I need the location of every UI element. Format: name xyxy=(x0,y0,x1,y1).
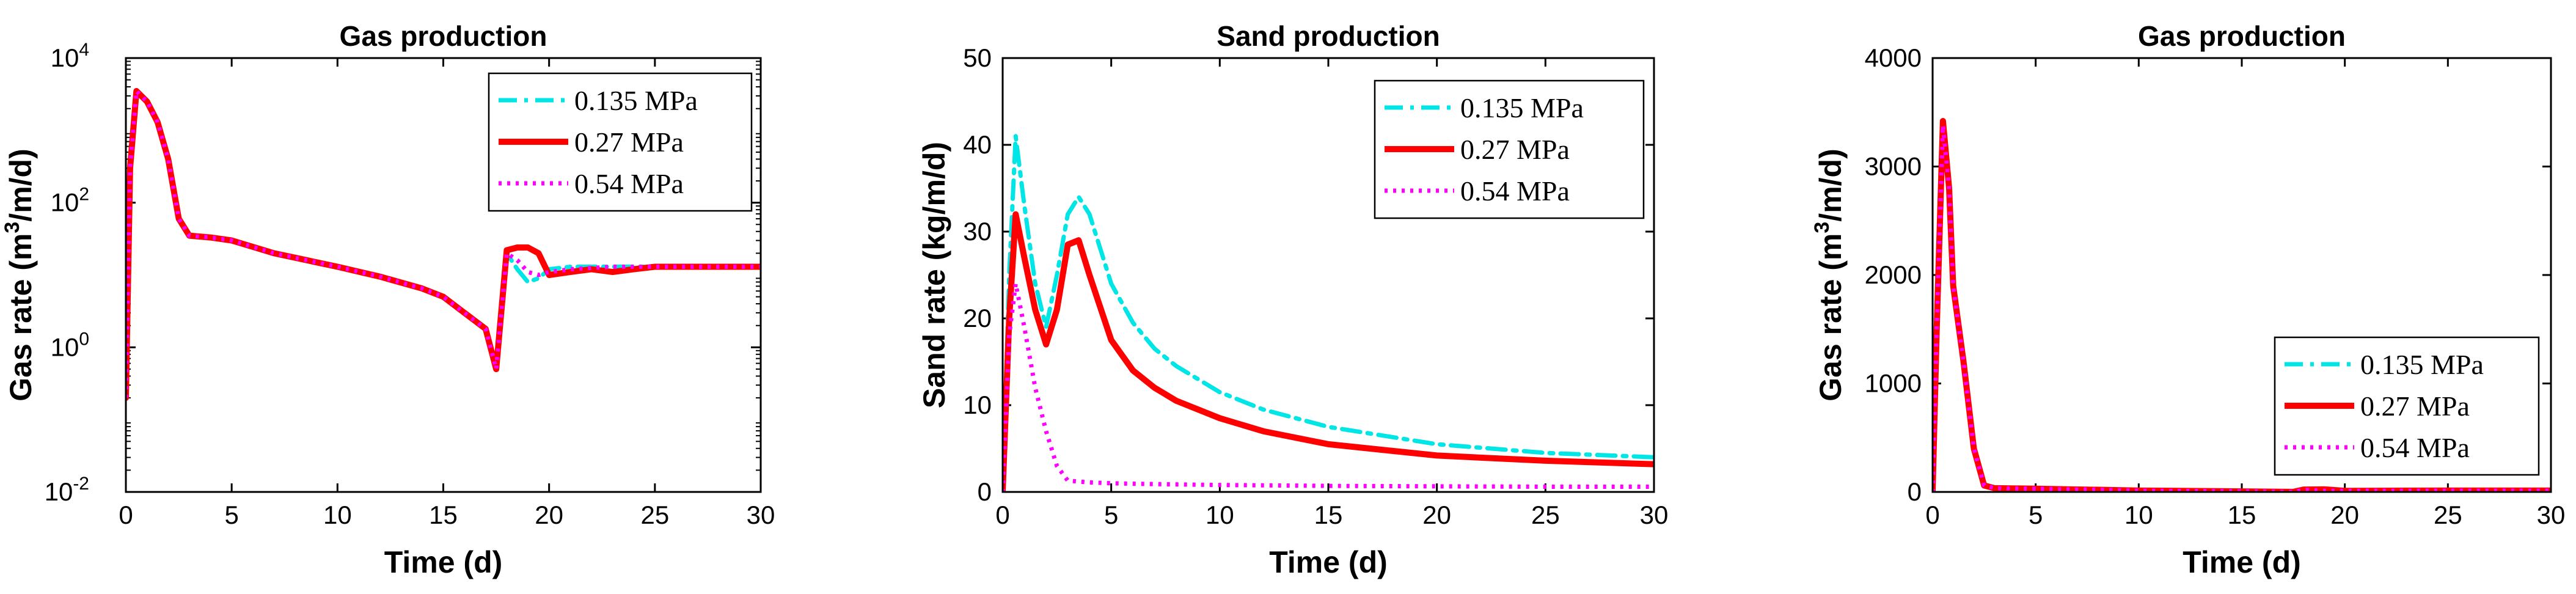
y-tick-label: 100 xyxy=(51,329,89,361)
series-line-0-27-MPa xyxy=(1933,118,2551,492)
x-tick-label: 5 xyxy=(2029,501,2043,529)
chart-panel-3: Gas production 0 5 10 15 20 25 30 0 1000 2000 3000 4… xyxy=(1810,20,2565,579)
x-axis-label: Time (d) xyxy=(1269,545,1388,579)
y-tick-label: 0 xyxy=(1908,477,1922,506)
y-tick-label: 3000 xyxy=(1865,152,1922,181)
x-tick-label: 0 xyxy=(995,501,1009,529)
legend-label: 0.54 MPa xyxy=(2360,432,2470,463)
x-tick-label: 30 xyxy=(1640,501,1669,529)
axes-box xyxy=(1931,57,2552,493)
x-tick-label: 0 xyxy=(1925,501,1939,529)
x-tick-label: 5 xyxy=(224,501,238,529)
legend-label: 0.54 MPa xyxy=(574,168,684,199)
legend-label: 0.54 MPa xyxy=(1460,175,1570,207)
y-axis-label: Gas rate (m3/m/d) xyxy=(1,148,38,401)
y-tick-label: 10-2 xyxy=(45,474,89,506)
legend-label: 0.135 MPa xyxy=(2360,349,2484,380)
x-tick-label: 10 xyxy=(2124,501,2153,529)
x-tick-label: 30 xyxy=(747,501,775,529)
chart-title: Sand production xyxy=(1217,20,1440,52)
series-group xyxy=(1933,118,2551,492)
y-tick-label: 40 xyxy=(963,130,992,159)
x-tick-label: 25 xyxy=(2434,501,2462,529)
x-tick-label: 20 xyxy=(1422,501,1451,529)
legend: 0.135 MPa 0.27 MPa 0.54 MPa xyxy=(2274,336,2540,476)
series-line-0-54-MPa xyxy=(1933,123,2551,492)
y-tick-label: 102 xyxy=(51,185,89,217)
series-line-0-27-MPa xyxy=(1003,211,1654,492)
y-tick-label: 4000 xyxy=(1865,43,1922,72)
legend-label: 0.27 MPa xyxy=(574,127,684,158)
y-tick-label: 10 xyxy=(963,391,992,419)
legend-label: 0.27 MPa xyxy=(1460,134,1570,165)
x-tick-label: 30 xyxy=(2537,501,2566,529)
y-tick-label: 104 xyxy=(51,40,89,72)
x-axis-label: Time (d) xyxy=(384,545,503,579)
x-tick-label: 15 xyxy=(429,501,458,529)
legend-label: 0.27 MPa xyxy=(2360,391,2470,422)
x-tick-label: 5 xyxy=(1104,501,1118,529)
legend-label: 0.135 MPa xyxy=(574,85,698,116)
legend: 0.135 MPa 0.27 MPa 0.54 MPa xyxy=(488,72,753,212)
x-tick-label: 25 xyxy=(1531,501,1560,529)
axes-box xyxy=(1001,57,1655,493)
x-tick-label: 15 xyxy=(2228,501,2256,529)
series-group xyxy=(126,88,761,401)
legend: 0.135 MPa 0.27 MPa 0.54 MPa xyxy=(1374,79,1645,219)
y-tick-label: 0 xyxy=(978,477,992,506)
axes-box xyxy=(125,57,762,493)
x-tick-label: 15 xyxy=(1314,501,1343,529)
x-tick-label: 10 xyxy=(1206,501,1234,529)
series-line-0-54-MPa xyxy=(126,89,761,398)
y-tick-label: 2000 xyxy=(1865,260,1922,289)
x-axis-label: Time (d) xyxy=(2183,545,2301,579)
y-tick-label: 50 xyxy=(963,43,992,72)
chart-panel-1: Gas production 0 5 10 15 20 25 30 10-2 100 102 104 T… xyxy=(1,20,775,579)
y-axis-label: Sand rate (kg/m/d) xyxy=(917,142,951,408)
x-tick-label: 0 xyxy=(119,501,133,529)
y-tick-label: 30 xyxy=(963,217,992,246)
x-tick-label: 25 xyxy=(640,501,669,529)
chart-title: Gas production xyxy=(340,20,547,52)
legend-label: 0.135 MPa xyxy=(1460,92,1584,123)
series-line-0-135-MPa xyxy=(1003,134,1654,492)
y-tick-label: 20 xyxy=(963,304,992,332)
x-tick-label: 20 xyxy=(535,501,563,529)
y-axis-label: Gas rate (m3/m/d) xyxy=(1810,148,1848,401)
chart-panel-2: Sand production 0 5 10 15 20 25 30 0 10 20 30 40 50 Ti… xyxy=(917,20,1668,579)
series-line-0-54-MPa xyxy=(1003,281,1654,492)
series-group xyxy=(1003,134,1654,492)
chart-title: Gas production xyxy=(2138,20,2346,52)
x-tick-label: 20 xyxy=(2330,501,2359,529)
x-tick-label: 10 xyxy=(323,501,352,529)
y-tick-label: 1000 xyxy=(1865,369,1922,398)
